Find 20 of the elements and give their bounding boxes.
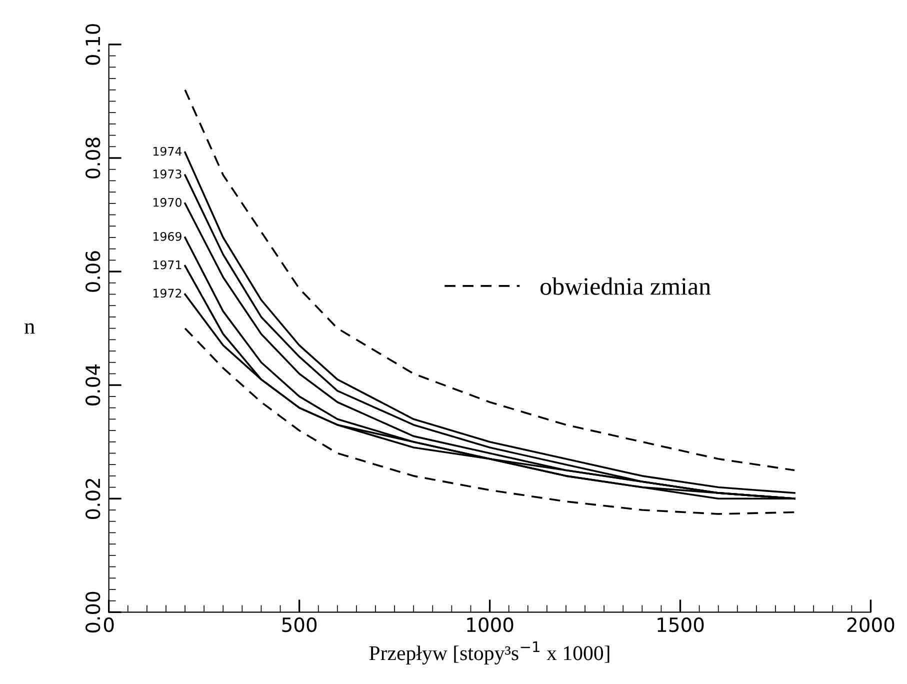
x-tick-label: 0 (104, 617, 114, 632)
series-label: 1969 (154, 232, 182, 241)
x-tick-label: 1000 (467, 617, 514, 632)
series-label: 1970 (154, 198, 182, 207)
x-tick-label: 2000 (847, 617, 894, 632)
y-tick-label: 0.02 (86, 478, 100, 519)
series-label: 1973 (154, 170, 182, 178)
y-tick-label: 0.10 (86, 24, 100, 65)
series-label: 1971 (154, 260, 182, 270)
y-axis-title: n (24, 323, 35, 334)
x-axis-title: Przepływ [stopy³s$^{−1}$ x 1000] (369, 641, 610, 665)
y-tick-label: 0.08 (86, 138, 100, 178)
y-tick-label: 0.00 (86, 592, 100, 633)
x-tick-label: 500 (282, 617, 317, 632)
series-label: 1974 (154, 146, 182, 156)
x-tick-label: 1500 (658, 617, 704, 632)
legend-label: obwiednia zmian (540, 277, 711, 295)
y-tick-label: 0.06 (86, 251, 100, 292)
series-label: 1972 (154, 288, 182, 298)
y-tick-label: 0.04 (86, 364, 100, 406)
